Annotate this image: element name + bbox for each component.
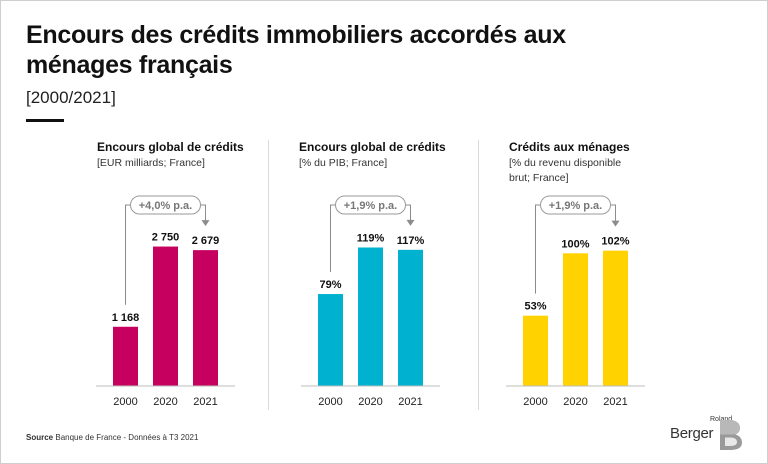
growth-arrow-icon [406, 219, 415, 226]
growth-label: +1,9% p.a. [549, 200, 603, 212]
source-label: Source [26, 433, 54, 442]
panel-divider-2 [478, 140, 479, 410]
value-label-2000: 53% [524, 301, 546, 313]
logo-b-mark-icon [720, 420, 742, 450]
value-label-2021: 102% [601, 236, 629, 248]
chart-panel-3: 53% 2000 100% 2020 102% 2021 +1,9% p.a. [506, 195, 645, 408]
panel-3-title: Crédits aux ménages [509, 140, 630, 154]
bar-2000 [113, 326, 138, 386]
panel-3-subtitle: [% du revenu disponible brut; France] [509, 157, 622, 184]
bar-2020 [153, 246, 178, 386]
growth-pill [540, 195, 611, 215]
growth-arrow-icon [611, 220, 620, 227]
category-label-2020: 2020 [358, 396, 382, 408]
source-text: Banque de France - Données à T3 2021 [55, 433, 199, 442]
panel-divider-1 [268, 140, 269, 410]
chart-panel-1: 1 168 2000 2 750 2020 2 679 2021 +4,0% p.a. [96, 195, 235, 408]
chart-panel-2: 79% 2000 119% 2020 117% 2021 +1,9% p.a. [301, 195, 440, 408]
value-label-2020: 119% [357, 232, 385, 244]
panel-1-title: Encours global de crédits [97, 140, 244, 154]
bar-2020 [358, 247, 383, 386]
growth-pill [335, 195, 406, 215]
category-label-2021: 2021 [398, 396, 422, 408]
title-underline [26, 119, 64, 122]
category-label-2020: 2020 [563, 396, 587, 408]
value-label-2020: 2 750 [152, 232, 180, 244]
bar-2000 [318, 294, 343, 386]
value-label-2021: 2 679 [192, 235, 220, 247]
panel-2-subtitle: [% du PIB; France] [299, 157, 388, 169]
panel-1-subtitle: [EUR milliards; France] [97, 157, 205, 169]
value-label-2020: 100% [561, 238, 589, 250]
category-label-2021: 2021 [193, 396, 217, 408]
category-label-2020: 2020 [153, 396, 177, 408]
category-label-2021: 2021 [603, 396, 627, 408]
category-label-2000: 2000 [523, 396, 547, 408]
value-label-2021: 117% [397, 235, 425, 247]
value-label-2000: 1 168 [112, 312, 140, 324]
page-title: Encours des crédits immobiliers accordés… [26, 21, 566, 79]
category-label-2000: 2000 [318, 396, 342, 408]
bar-2000 [523, 315, 548, 386]
panel-2-title: Encours global de crédits [299, 140, 446, 154]
logo-main-text: Berger [670, 425, 714, 442]
value-label-2000: 79% [319, 279, 341, 291]
growth-arrow-icon [201, 220, 210, 227]
bar-2021 [398, 249, 423, 386]
source-note: Source Banque de France - Données à T3 2… [26, 433, 198, 442]
logo-small-text: Roland [710, 416, 733, 423]
growth-label: +4,0% p.a. [139, 200, 193, 212]
growth-pill [130, 195, 201, 215]
bar-2020 [563, 253, 588, 386]
bar-2021 [603, 250, 628, 386]
roland-berger-logo: Roland Berger [670, 416, 750, 452]
growth-label: +1,9% p.a. [344, 200, 398, 212]
bar-2021 [193, 250, 218, 386]
page-subtitle: [2000/2021] [26, 88, 116, 107]
category-label-2000: 2000 [113, 396, 137, 408]
